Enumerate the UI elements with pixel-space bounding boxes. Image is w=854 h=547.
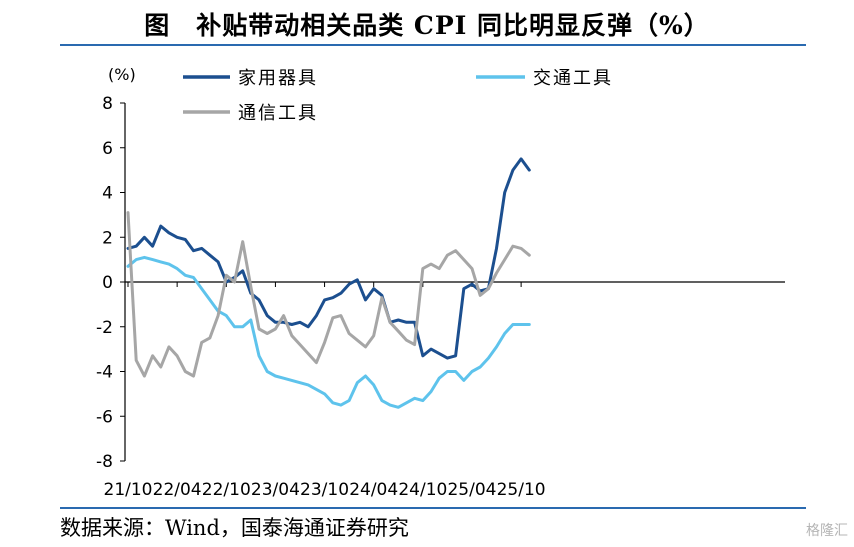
y-tick-label: 6 [102,139,113,159]
x-tick-label: 25/10 [497,480,546,500]
series-line-3 [126,211,531,378]
y-tick-label: -8 [96,452,113,472]
footer-divider [60,507,806,509]
x-tick-label: 24/10 [398,480,447,500]
legend-label-3: 通信工具 [238,103,318,124]
y-axis-unit: (%) [108,65,136,84]
y-tick-label: -6 [96,407,113,427]
y-tick-label: 4 [102,184,113,204]
y-tick-label: -2 [96,318,113,338]
chart-title: 图 补贴带动相关品类 CPI 同比明显反弹（%） [144,11,710,40]
series-line-1 [126,157,531,360]
y-tick-label: 8 [102,94,113,114]
series-line-2 [126,255,531,409]
y-tick-label: 2 [102,228,113,248]
chart-axes: 8 6 4 2 0 -2 -4 -6 -8 (%) 21/10 22/04 22/10 23/04 23/1… [96,65,785,500]
legend-label-1: 家用器具 [238,68,318,89]
x-tick-label: 25/04 [447,480,496,500]
y-tick-label: -4 [96,363,113,383]
x-tick-label: 22/04 [153,480,202,500]
source-note: 数据来源：Wind，国泰海通证券研究 [60,516,409,540]
y-tick-label: 0 [102,273,113,293]
title-divider [60,44,806,46]
legend-label-2: 交通工具 [533,68,613,89]
watermark: 格隆汇 [806,523,848,539]
x-tick-label: 23/10 [300,480,349,500]
series-lines [126,157,531,409]
x-tick-label: 22/10 [202,480,251,500]
x-tick-label: 23/04 [251,480,300,500]
x-tick-label: 21/10 [104,480,153,500]
x-tick-label: 24/04 [349,480,398,500]
